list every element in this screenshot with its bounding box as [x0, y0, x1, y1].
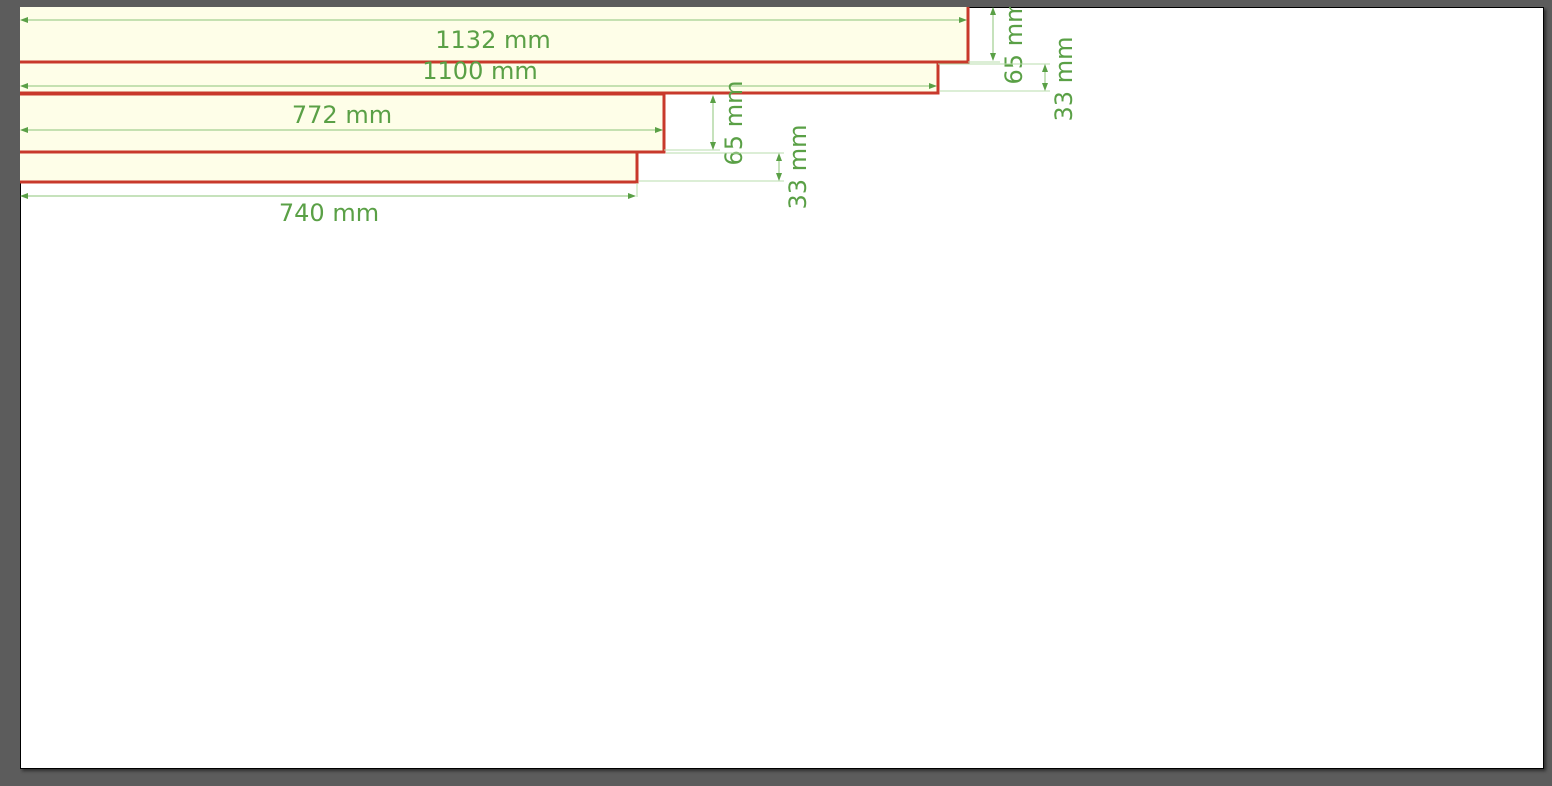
board-1 [10, 0, 970, 64]
height-label-board-2: 33 mm [1050, 37, 1078, 122]
height-label-board-4: 33 mm [784, 125, 812, 210]
canvas-left-edge [0, 0, 20, 786]
length-label-board-3: 772 mm [292, 101, 392, 129]
length-label-board-2: 1100 mm [422, 57, 537, 85]
height-label-board-1: 65 mm [1000, 0, 1028, 84]
length-label-board-4: 740 mm [279, 199, 379, 227]
height-label-board-3: 65 mm [720, 81, 748, 166]
canvas-top-edge [0, 0, 1552, 7]
board-4 [10, 150, 639, 184]
length-label-board-1: 1132 mm [435, 26, 550, 54]
